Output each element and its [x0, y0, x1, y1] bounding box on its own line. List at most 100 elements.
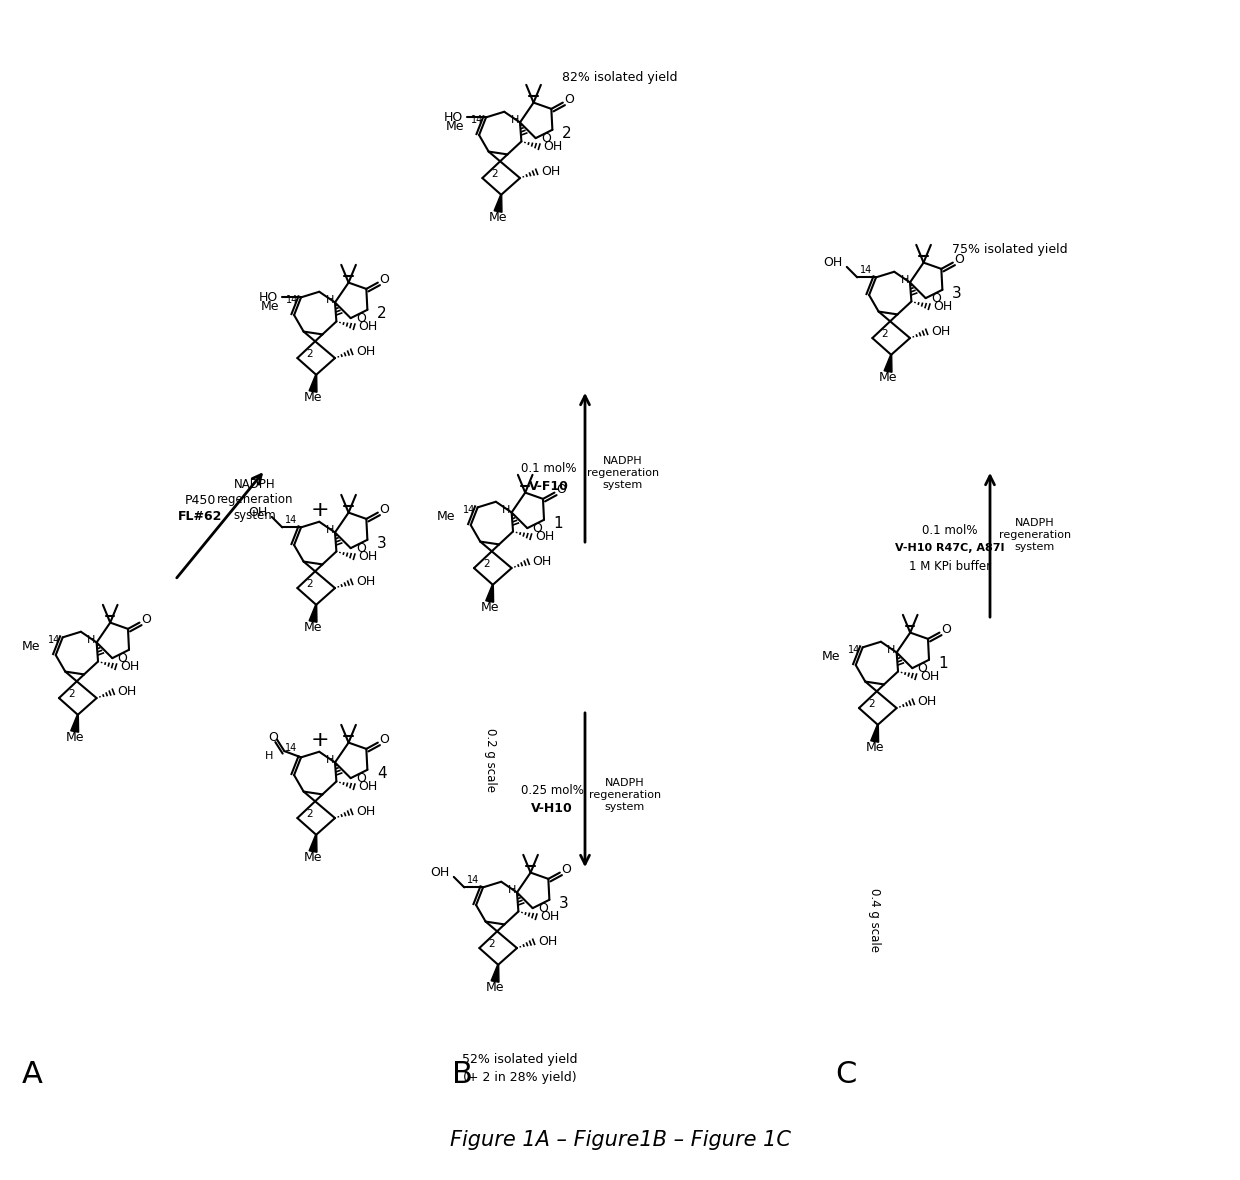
Text: OH: OH	[534, 530, 554, 543]
Text: NADPH
regeneration
system: NADPH regeneration system	[587, 457, 660, 490]
Text: 52% isolated yield: 52% isolated yield	[463, 1054, 578, 1067]
Text: O: O	[118, 651, 128, 664]
Text: Figure 1A – Figure1B – Figure 1C: Figure 1A – Figure1B – Figure 1C	[449, 1130, 791, 1150]
Text: Me: Me	[304, 851, 322, 864]
Text: 14: 14	[47, 635, 60, 645]
Text: Me: Me	[22, 640, 41, 653]
Text: OH: OH	[356, 805, 376, 818]
Text: +: +	[311, 730, 330, 750]
Polygon shape	[491, 965, 498, 982]
Text: Me: Me	[436, 510, 455, 523]
Text: 2: 2	[491, 169, 498, 179]
Text: OH: OH	[356, 576, 376, 589]
Polygon shape	[870, 725, 879, 742]
Text: NADPH
regeneration
system: NADPH regeneration system	[589, 779, 661, 812]
Text: 2: 2	[306, 579, 314, 589]
Text: 2: 2	[68, 689, 74, 699]
Text: 2: 2	[882, 329, 888, 339]
Text: 1: 1	[553, 516, 563, 531]
Text: V-F10: V-F10	[529, 479, 569, 492]
Text: Me: Me	[445, 119, 464, 132]
Text: 2: 2	[868, 699, 875, 709]
Text: OH: OH	[430, 866, 450, 879]
Text: H: H	[326, 295, 334, 306]
Text: O: O	[356, 542, 366, 555]
Text: 0.1 mol%: 0.1 mol%	[521, 461, 577, 474]
Text: 2: 2	[489, 939, 495, 949]
Text: H: H	[326, 755, 334, 766]
Text: V-H10: V-H10	[531, 801, 573, 814]
Text: 4: 4	[377, 766, 387, 781]
Text: Me: Me	[304, 392, 322, 405]
Text: O: O	[564, 93, 574, 106]
Text: O: O	[141, 612, 151, 625]
Polygon shape	[309, 834, 317, 852]
Text: +: +	[311, 500, 330, 520]
Text: C: C	[835, 1060, 857, 1089]
Text: B: B	[453, 1060, 472, 1089]
Text: 14: 14	[859, 266, 872, 275]
Text: H: H	[87, 635, 95, 645]
Text: 2: 2	[484, 559, 490, 569]
Text: 3: 3	[559, 896, 569, 911]
Text: A: A	[22, 1060, 43, 1089]
Text: HO: HO	[259, 290, 278, 304]
Text: OH: OH	[541, 910, 559, 923]
Text: O: O	[541, 132, 551, 145]
Text: 0.1 mol%: 0.1 mol%	[923, 524, 978, 537]
Text: 3: 3	[377, 536, 387, 551]
Text: O: O	[562, 863, 572, 876]
Text: H: H	[900, 275, 909, 286]
Text: OH: OH	[920, 670, 939, 683]
Text: H: H	[511, 116, 520, 125]
Text: Me: Me	[304, 622, 322, 635]
Text: 82% isolated yield: 82% isolated yield	[562, 72, 678, 85]
Text: H: H	[887, 645, 895, 655]
Text: OH: OH	[358, 550, 378, 563]
Text: NADPH
regeneration
system: NADPH regeneration system	[999, 518, 1071, 551]
Text: OH: OH	[918, 695, 936, 708]
Text: OH: OH	[118, 686, 136, 699]
Text: OH: OH	[358, 780, 378, 793]
Text: 1 M KPi buffer: 1 M KPi buffer	[909, 559, 991, 572]
Text: O: O	[379, 503, 389, 516]
Text: O: O	[379, 273, 389, 286]
Polygon shape	[494, 195, 502, 212]
Text: O: O	[268, 730, 278, 745]
Text: OH: OH	[934, 300, 952, 313]
Text: OH: OH	[248, 506, 268, 519]
Text: 0.2 g scale: 0.2 g scale	[484, 728, 496, 792]
Polygon shape	[309, 604, 317, 622]
Text: 14: 14	[848, 645, 861, 655]
Text: O: O	[532, 522, 542, 535]
Text: O: O	[931, 291, 941, 304]
Text: NADPH
regeneration
system: NADPH regeneration system	[217, 479, 293, 522]
Text: 1: 1	[939, 656, 949, 671]
Text: 0.4 g scale: 0.4 g scale	[868, 889, 882, 952]
Text: O: O	[538, 902, 548, 914]
Text: Me: Me	[879, 372, 898, 385]
Text: Me: Me	[866, 741, 884, 754]
Text: Me: Me	[822, 650, 841, 663]
Text: 0.25 mol%: 0.25 mol%	[521, 784, 584, 797]
Text: H: H	[502, 505, 511, 516]
Text: OH: OH	[543, 140, 563, 153]
Text: O: O	[356, 772, 366, 785]
Text: O: O	[954, 253, 963, 266]
Text: Me: Me	[66, 732, 84, 745]
Text: H: H	[326, 525, 334, 536]
Text: 14: 14	[286, 295, 299, 304]
Text: OH: OH	[823, 256, 843, 269]
Text: 14: 14	[471, 114, 484, 125]
Text: 14: 14	[463, 505, 475, 514]
Text: O: O	[556, 483, 565, 496]
Text: O: O	[356, 312, 366, 325]
Text: OH: OH	[931, 326, 950, 339]
Text: 2: 2	[306, 349, 314, 359]
Polygon shape	[884, 355, 892, 372]
Text: 2: 2	[377, 306, 387, 321]
Text: 75% isolated yield: 75% isolated yield	[952, 243, 1068, 256]
Text: O: O	[379, 733, 389, 746]
Text: 14: 14	[284, 743, 296, 753]
Text: V-H10 R47C, A87I: V-H10 R47C, A87I	[895, 543, 1004, 553]
